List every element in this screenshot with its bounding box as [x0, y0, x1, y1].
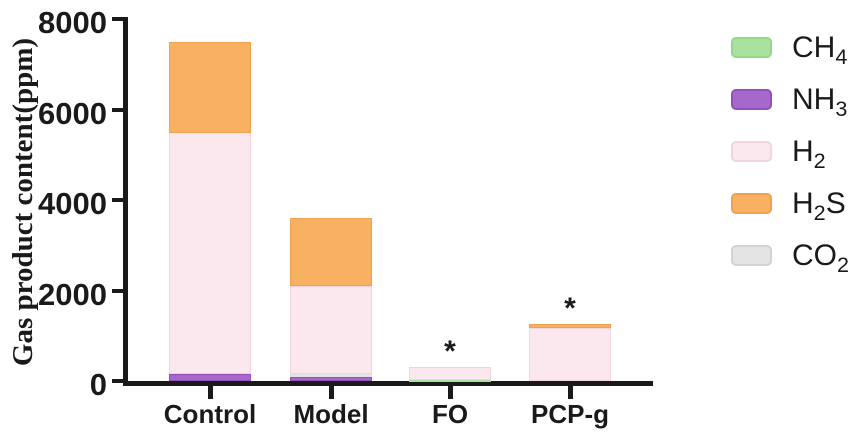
legend-item-H2S: H2S [731, 186, 849, 225]
legend-item-H2: H2 [731, 134, 849, 173]
y-tick-4000 [112, 198, 123, 202]
legend-item-CH4: CH4 [731, 30, 849, 69]
y-tick-label-2000: 2000 [38, 276, 107, 312]
x-tick-label-PCP-g: PCP-g [531, 399, 609, 429]
x-tick-label-FO: FO [431, 399, 469, 429]
legend-label-CH4: CH4 [792, 30, 848, 69]
significance-star-PCP-g: * [564, 292, 576, 326]
x-axis-line [123, 381, 653, 386]
legend-swatch-H2 [731, 140, 772, 162]
x-tick-Control [208, 386, 213, 399]
bar-segment-Control-H2S [169, 41, 251, 133]
bar-segment-FO-CH4 [409, 380, 491, 383]
legend-label-NH3: NH3 [792, 82, 848, 121]
bar-segment-PCP-g-H2 [529, 328, 611, 382]
legend-swatch-CO2 [731, 244, 772, 266]
y-tick-6000 [112, 107, 123, 112]
bar-segment-Model-H2 [290, 285, 372, 374]
x-tick-Model [329, 386, 334, 399]
x-tick-PCP-g [568, 386, 573, 399]
legend-label-CO2: CO2 [792, 238, 850, 277]
bar-segment-Model-CO2 [290, 373, 372, 377]
y-tick-label-0: 0 [89, 367, 107, 402]
bar-segment-Model-NH3 [290, 376, 372, 381]
y-axis-line [123, 17, 128, 386]
bar-segment-PCP-g-H2S [529, 324, 611, 329]
legend: CH4 NH3 H2 H2S CO2 [731, 30, 849, 290]
bar-segment-FO-H2 [409, 367, 491, 381]
y-tick-label-6000: 6000 [38, 95, 107, 131]
y-tick-label-4000: 4000 [38, 186, 107, 221]
x-tick-FO [448, 386, 453, 399]
legend-item-CO2: CO2 [731, 238, 850, 277]
legend-swatch-NH3 [731, 88, 772, 110]
legend-label-H2: H2 [792, 134, 826, 173]
legend-swatch-H2S [731, 192, 772, 214]
y-tick-0 [112, 379, 123, 383]
bar-segment-Model-H2S [290, 218, 372, 287]
legend-item-NH3: NH3 [731, 82, 849, 121]
y-tick-2000 [112, 288, 123, 293]
x-tick-label-Control: Control [163, 399, 257, 429]
x-tick-label-Model: Model [293, 399, 369, 429]
significance-star-FO: * [444, 335, 456, 369]
y-tick-label-8000: 8000 [38, 5, 107, 40]
legend-label-H2S: H2S [792, 186, 846, 225]
bar-segment-Control-NH3 [169, 374, 251, 382]
bar-segment-Control-H2 [169, 132, 251, 375]
legend-swatch-CH4 [731, 36, 772, 58]
y-tick-8000 [112, 17, 123, 21]
